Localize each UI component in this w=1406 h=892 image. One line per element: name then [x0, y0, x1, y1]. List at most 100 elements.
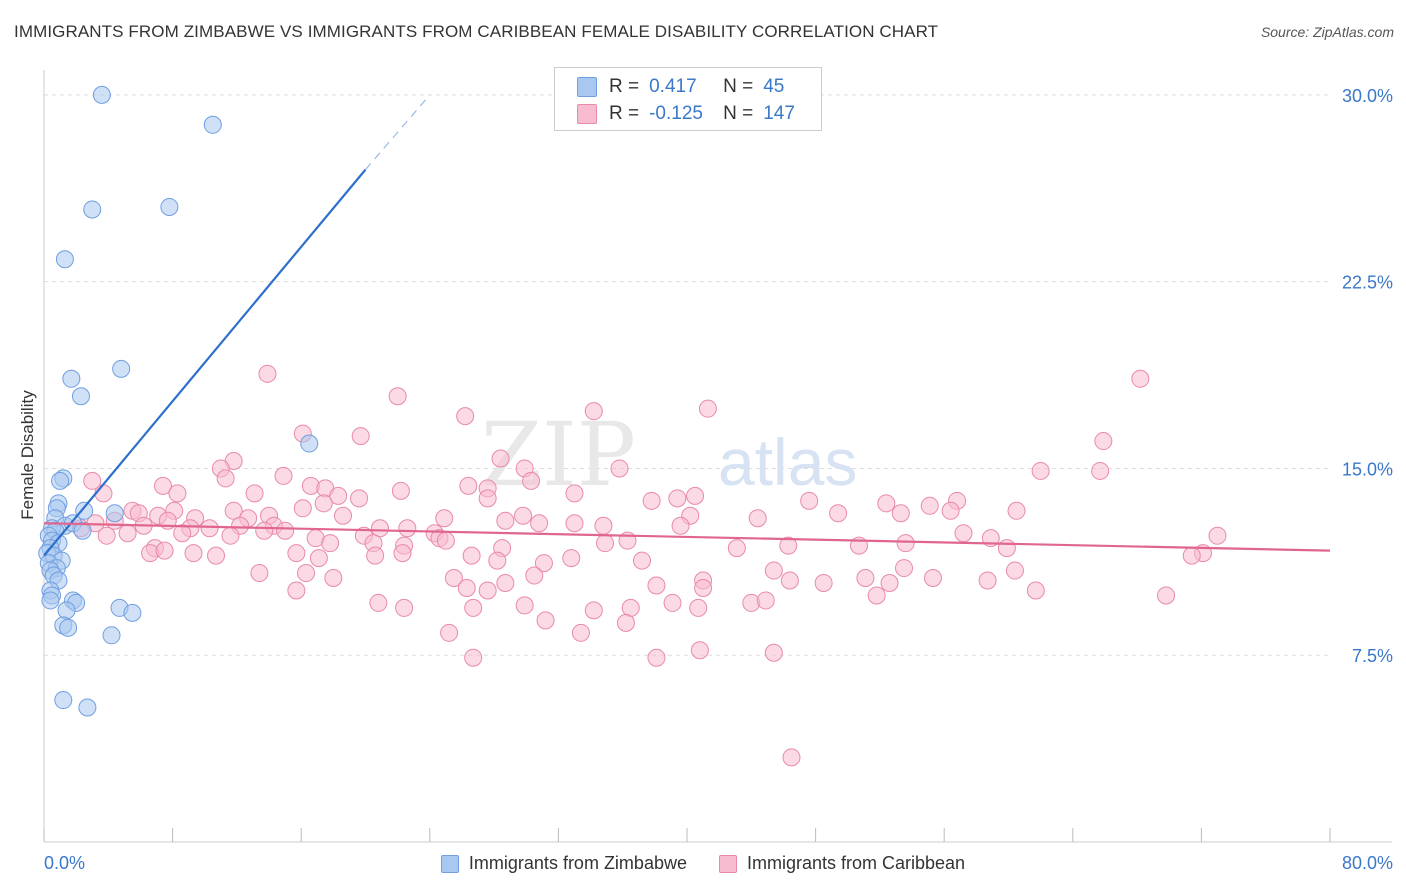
caribbean-point [436, 531, 455, 550]
caribbean-point [727, 539, 746, 558]
caribbean-point [398, 519, 417, 538]
caribbean-point [698, 399, 717, 418]
stats-row-zimbabwe: R = 0.417 N = 45 [577, 74, 784, 100]
caribbean-point [571, 623, 590, 642]
caribbean-point [1031, 461, 1050, 480]
caribbean-point [287, 581, 306, 600]
caribbean-point [1131, 369, 1150, 388]
caribbean-point [782, 748, 801, 767]
caribbean-point [370, 519, 389, 538]
caribbean-point [309, 549, 328, 568]
caribbean-point [756, 591, 775, 610]
caribbean-point [642, 491, 661, 510]
caribbean-point [562, 549, 581, 568]
caribbean-trend-line [43, 522, 1331, 552]
watermark-atlas: atlas [718, 425, 857, 499]
caribbean-point [616, 613, 635, 632]
caribbean-point [118, 524, 137, 543]
zimbabwe-point [57, 601, 76, 620]
caribbean-point [525, 566, 544, 585]
caribbean-point [168, 484, 187, 503]
zimbabwe-point [102, 626, 121, 645]
caribbean-point [321, 534, 340, 553]
caribbean-point [814, 574, 833, 593]
y-tick-label: 15.0% [1342, 459, 1393, 479]
caribbean-point [880, 574, 899, 593]
caribbean-point [764, 643, 783, 662]
caribbean-point [207, 546, 226, 565]
stats-swatch-caribbean [577, 104, 597, 124]
caribbean-point [896, 534, 915, 553]
caribbean-point [153, 476, 172, 495]
caribbean-point [456, 407, 475, 426]
zimbabwe-points [38, 85, 319, 717]
caribbean-point [258, 364, 277, 383]
zimbabwe-point [71, 387, 90, 406]
caribbean-point [464, 648, 483, 667]
zimbabwe-point [73, 521, 92, 540]
legend-item-caribbean[interactable]: Immigrants from Caribbean [718, 853, 965, 874]
caribbean-point [478, 489, 497, 508]
caribbean-point [891, 504, 910, 523]
caribbean-point [668, 489, 687, 508]
caribbean-point [514, 506, 533, 525]
caribbean-point [478, 581, 497, 600]
caribbean-point [748, 509, 767, 528]
caribbean-point [632, 551, 651, 570]
zimbabwe-point [75, 501, 94, 520]
caribbean-point [565, 514, 584, 533]
zimbabwe-point [105, 504, 124, 523]
caribbean-point [393, 544, 412, 563]
caribbean-point [647, 576, 666, 595]
zimbabwe-point [54, 691, 73, 710]
zimbabwe-point [78, 698, 97, 717]
zimbabwe-point [62, 369, 81, 388]
stats-n-value: 147 [763, 103, 795, 124]
caribbean-point [829, 504, 848, 523]
stats-n-value: 45 [763, 76, 785, 97]
caribbean-point [369, 593, 388, 612]
legend-item-zimbabwe[interactable]: Immigrants from Zimbabwe [440, 853, 687, 874]
caribbean-point [694, 578, 713, 597]
caribbean-point [324, 569, 343, 588]
zimbabwe-point [41, 591, 60, 610]
caribbean-point [245, 484, 264, 503]
zimbabwe-point [59, 618, 78, 637]
caribbean-point [459, 476, 478, 495]
y-tick-label: 22.5% [1342, 273, 1393, 293]
caribbean-point [877, 494, 896, 513]
caribbean-point [610, 459, 629, 478]
caribbean-point [83, 471, 102, 490]
stats-r-label: R = [609, 103, 640, 124]
caribbean-point [216, 469, 235, 488]
y-tick-label: 30.0% [1342, 86, 1393, 106]
legend-swatch-caribbean [718, 854, 737, 873]
caribbean-point [923, 569, 942, 588]
axes [43, 70, 1392, 843]
caribbean-point [954, 524, 973, 543]
caribbean-point [689, 598, 708, 617]
caribbean-point [435, 509, 454, 528]
caribbean-point [584, 601, 603, 620]
caribbean-point [997, 539, 1016, 558]
caribbean-point [440, 623, 459, 642]
caribbean-point [565, 484, 584, 503]
caribbean-point [496, 574, 515, 593]
caribbean-point [293, 499, 312, 518]
caribbean-point [780, 571, 799, 590]
caribbean-point [97, 526, 116, 545]
caribbean-point [221, 526, 240, 545]
legend: Immigrants from Zimbabwe Immigrants from… [0, 853, 1406, 874]
caribbean-point [536, 611, 555, 630]
caribbean-point [250, 564, 269, 583]
caribbean-point [895, 559, 914, 578]
zimbabwe-point [92, 85, 111, 104]
stats-swatch-zimbabwe [577, 77, 597, 97]
caribbean-point [488, 551, 507, 570]
caribbean-point [351, 427, 370, 446]
zimbabwe-trend-line [43, 168, 367, 557]
caribbean-points [71, 364, 1227, 767]
caribbean-point [314, 494, 333, 513]
caribbean-point [1007, 501, 1026, 520]
caribbean-point [173, 524, 192, 543]
